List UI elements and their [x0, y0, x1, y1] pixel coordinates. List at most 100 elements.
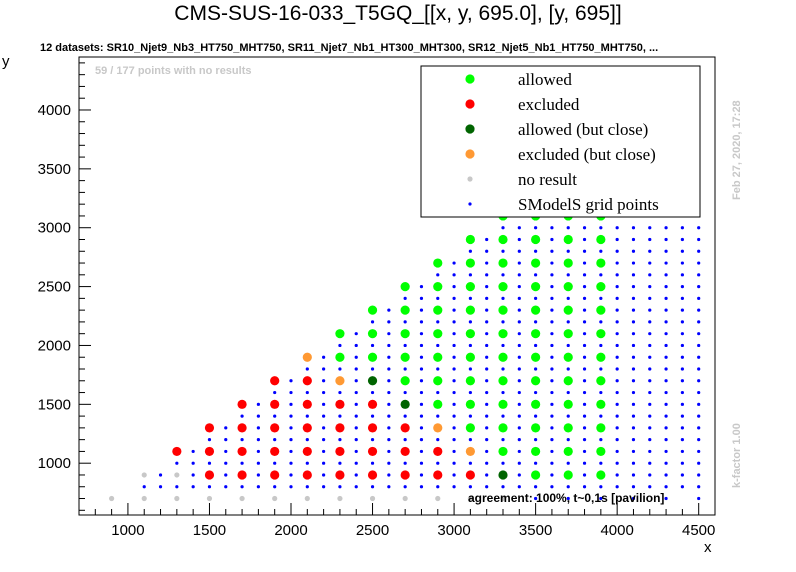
grid-point [566, 414, 570, 418]
grid-point [680, 332, 684, 336]
data-point [400, 399, 410, 409]
grid-point [680, 237, 684, 242]
data-point [465, 470, 475, 480]
grid-point [631, 461, 636, 465]
grid-point [631, 449, 636, 454]
data-point [531, 446, 541, 457]
grid-point [648, 296, 652, 300]
grid-point [534, 461, 538, 465]
grid-point [664, 320, 668, 324]
grid-point [468, 296, 472, 300]
grid-point [664, 438, 668, 442]
grid-point [648, 402, 652, 406]
grid-point [468, 320, 472, 324]
grid-point [485, 261, 489, 265]
grid-point [403, 343, 407, 348]
grid-point [517, 414, 521, 418]
grid-point [485, 438, 489, 442]
grid-point [224, 449, 228, 454]
data-point [400, 423, 410, 433]
grid-point [631, 308, 636, 312]
grid-point [680, 284, 684, 289]
y-tick-label: 4000 [38, 102, 71, 119]
data-point [563, 470, 573, 480]
grid-point [387, 332, 391, 336]
chart-subtitle: 12 datasets: SR10_Njet9_Nb3_HT750_MHT750… [40, 42, 659, 54]
grid-point [680, 390, 684, 395]
grid-point [550, 414, 554, 418]
grid-point [517, 320, 521, 324]
grid-point [664, 261, 668, 265]
grid-point [680, 402, 684, 406]
grid-point [485, 426, 489, 430]
data-point [563, 281, 573, 292]
grid-point [534, 438, 538, 442]
grid-point [680, 473, 684, 477]
grid-point [648, 449, 652, 454]
grid-point [452, 343, 456, 348]
grid-point [534, 296, 538, 300]
data-point [563, 423, 573, 433]
grid-point [680, 343, 684, 348]
data-point [270, 376, 280, 386]
data-point [563, 305, 573, 315]
grid-point [256, 473, 260, 477]
data-point [465, 281, 475, 292]
data-point [270, 470, 280, 480]
grid-point [599, 296, 603, 300]
grid-point [550, 320, 554, 324]
grid-point [191, 485, 195, 489]
grid-point [403, 320, 407, 324]
grid-point [517, 237, 521, 242]
grid-point [273, 414, 277, 418]
grid-point [354, 461, 358, 465]
no-result-point [239, 495, 245, 502]
grid-point [419, 379, 424, 383]
grid-point [631, 273, 636, 277]
grid-point [534, 485, 538, 489]
data-point [498, 423, 508, 433]
legend-marker [468, 202, 472, 206]
y-axis-label: y [2, 53, 10, 70]
grid-point [419, 296, 424, 300]
grid-point [419, 438, 424, 442]
grid-point [582, 296, 587, 300]
data-point [465, 305, 475, 315]
grid-point [582, 249, 587, 253]
grid-point [550, 284, 554, 289]
grid-point [664, 390, 668, 395]
grid-point [664, 485, 668, 489]
y-tick-label: 1000 [38, 455, 71, 472]
grid-point [305, 438, 309, 442]
no-result-point [174, 472, 180, 478]
grid-point [664, 355, 668, 359]
grid-point [403, 390, 407, 395]
grid-point [387, 355, 391, 359]
grid-point [387, 367, 391, 371]
grid-point [501, 438, 505, 442]
legend-label: excluded (but close) [518, 145, 656, 164]
grid-point [485, 414, 489, 418]
data-point [400, 352, 410, 362]
grid-point [648, 414, 652, 418]
data-point [465, 258, 475, 268]
data-point [596, 352, 606, 362]
no-result-point [109, 495, 115, 502]
grid-point [485, 367, 489, 371]
grid-point [452, 320, 456, 324]
grid-point [224, 438, 228, 442]
grid-point [664, 284, 668, 289]
grid-point [452, 402, 456, 406]
data-point [237, 446, 247, 457]
grid-point [387, 414, 391, 418]
no-results-note: 59 / 177 points with no results [95, 65, 251, 77]
grid-point [207, 485, 212, 489]
data-point [465, 329, 475, 339]
grid-point [664, 343, 668, 348]
grid-point [452, 273, 456, 277]
grid-point [582, 284, 587, 289]
grid-point [517, 461, 521, 465]
grid-point [256, 438, 260, 442]
grid-point [550, 237, 554, 242]
grid-point [273, 390, 277, 395]
